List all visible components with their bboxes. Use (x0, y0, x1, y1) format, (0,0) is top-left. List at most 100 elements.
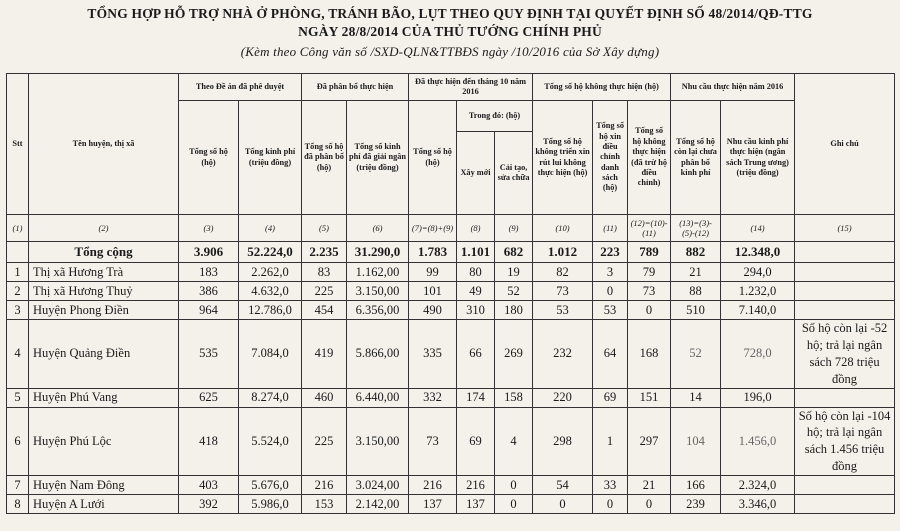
col-stt: Stt (6, 73, 29, 215)
row-cell: 239 (670, 494, 722, 514)
row-cell: 510 (670, 300, 722, 320)
row-cell: 49 (456, 281, 496, 301)
row-cell: 53 (532, 300, 594, 320)
row-cell: 64 (592, 319, 629, 389)
col-number: (8) (456, 214, 496, 242)
row-cell: 460 (301, 387, 348, 408)
row-stt: 7 (6, 475, 29, 495)
col-number: (7)=(8)+(9) (408, 214, 458, 242)
summary-table: Stt Tên huyện, thị xã Theo Đề án đã phê … (6, 73, 896, 514)
row-cell: 8.274,0 (237, 387, 303, 408)
col-10: Tổng số hộ không triển xin rút lui không… (532, 100, 594, 215)
col-11: Tổng số hộ xin điều chỉnh danh sách (hộ) (592, 100, 629, 215)
row-cell: 7.140,0 (720, 300, 796, 320)
row-cell: 151 (627, 387, 672, 408)
col-ghi-chu: Ghi chú (794, 73, 896, 215)
row-cell: 19 (494, 262, 534, 282)
group-nhu-cau: Nhu cầu thực hiện năm 2016 (670, 73, 796, 101)
row-cell: 225 (301, 281, 348, 301)
row-cell: 52 (494, 281, 534, 301)
row-cell: 12.786,0 (237, 300, 303, 320)
row-cell: 0 (494, 494, 534, 514)
row-cell: 335 (408, 319, 458, 389)
row-name: Thị xã Hương Thuỷ (28, 281, 179, 301)
total-cell: 1.012 (532, 241, 594, 263)
total-cell: 682 (494, 241, 534, 263)
row-cell: 419 (301, 319, 348, 389)
total-note (794, 241, 896, 263)
row-cell: 4 (494, 406, 534, 476)
row-cell: 1.232,0 (720, 281, 796, 301)
row-cell: 392 (178, 494, 239, 514)
header-row: Xây mới Cải tạo, sửa chữa (7, 131, 895, 215)
col-number: (6) (346, 214, 410, 242)
table-row: 4 Huyện Quảng Điền 535 7.084,0 419 5.866,00 33… (6, 319, 896, 389)
row-name: Huyện Phong Điền (28, 300, 179, 320)
row-cell: 0 (494, 475, 534, 495)
row-cell: 3 (592, 262, 629, 282)
total-cell: 223 (592, 241, 629, 263)
row-name: Huyện A Lưới (28, 494, 179, 514)
row-cell: 73 (532, 281, 594, 301)
table-row: 1 Thị xã Hương Trà 183 2.262,0 83 1.162,00 99 8… (6, 262, 896, 282)
row-cell: 294,0 (720, 262, 796, 282)
row-name: Huyện Quảng Điền (28, 319, 179, 389)
row-name: Thị xã Hương Trà (28, 262, 179, 282)
col-number: (9) (494, 214, 534, 242)
group-da-thuc-hien: Đã thực hiện đến tháng 10 năm 2016 (408, 73, 534, 101)
row-cell: 216 (408, 475, 458, 495)
col-number: (5) (301, 214, 348, 242)
row-note: Số hộ còn lại -52 hộ; trả lại ngân sách … (794, 319, 896, 389)
row-stt: 3 (6, 300, 29, 320)
row-cell: 418 (178, 406, 239, 476)
col-name: Tên huyện, thị xã (28, 73, 179, 215)
row-cell: 73 (627, 281, 672, 301)
row-cell: 83 (301, 262, 348, 282)
row-cell: 7.084,0 (237, 319, 303, 389)
row-cell: 14 (670, 387, 722, 408)
row-cell: 3.150,00 (346, 406, 410, 476)
row-cell: 21 (627, 475, 672, 495)
row-cell: 0 (532, 494, 594, 514)
row-cell: 728,0 (720, 319, 796, 389)
row-cell: 99 (408, 262, 458, 282)
row-stt: 1 (6, 262, 29, 282)
column-number-row: (1) (2) (3) (4) (5) (6) (7)=(8)+(9) (8) … (6, 214, 896, 242)
row-cell: 4.632,0 (237, 281, 303, 301)
row-stt: 5 (6, 387, 29, 408)
row-cell: 52 (670, 319, 722, 389)
row-cell: 625 (178, 387, 239, 408)
col-8: Xây mới (456, 131, 496, 215)
total-cell: 2.235 (301, 241, 348, 263)
row-note (794, 494, 896, 514)
doc-subtitle: NGÀY 28/8/2014 CỦA THỦ TƯỚNG CHÍNH PHỦ (298, 24, 602, 39)
total-cell: 789 (627, 241, 672, 263)
row-stt: 6 (6, 406, 29, 476)
row-cell: 88 (670, 281, 722, 301)
row-cell: 73 (408, 406, 458, 476)
col-4: Tổng kinh phí (triệu đồng) (237, 100, 303, 215)
doc-reference: (Kèm theo Công văn số /SXD-QLN&TTBĐS ngà… (240, 44, 660, 59)
col-number: (3) (178, 214, 239, 242)
total-cell: 1.783 (408, 241, 458, 263)
row-cell: 3.346,0 (720, 494, 796, 514)
row-cell: 166 (670, 475, 722, 495)
row-cell: 269 (494, 319, 534, 389)
row-cell: 69 (456, 406, 496, 476)
table-row: 8 Huyện A Lưới 392 5.986,0 153 2.142,00 137 137… (6, 494, 896, 514)
table-row: 3 Huyện Phong Điền 964 12.786,0 454 6.356,00 4… (6, 300, 896, 320)
col-number: (14) (720, 214, 796, 242)
col-5: Tổng số hộ đã phân bổ (hộ) (301, 100, 348, 215)
row-cell: 137 (456, 494, 496, 514)
row-cell: 298 (532, 406, 594, 476)
row-cell: 220 (532, 387, 594, 408)
col-7: Tổng số hộ (hộ) (408, 100, 458, 215)
header-row: Tổng số hộ (hộ) Tổng kinh phí (triệu đồn… (7, 100, 895, 215)
col-number: (10) (532, 214, 594, 242)
total-cell: 1.101 (456, 241, 496, 263)
col-14: Nhu cầu kinh phí thực hiện (ngân sách Tr… (720, 100, 796, 215)
col-number: (1) (6, 214, 29, 242)
total-cell: 12.348,0 (720, 241, 796, 263)
col-number: (4) (237, 214, 303, 242)
